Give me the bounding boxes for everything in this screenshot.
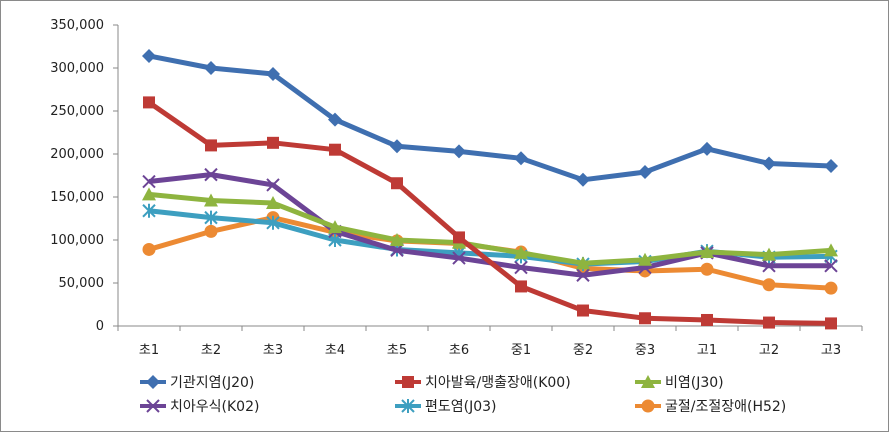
x-tick-label: 초2 [201, 343, 221, 358]
legend-label: 굴절/조절장애(H52) [665, 399, 786, 415]
data-point [515, 280, 527, 293]
data-point [143, 96, 155, 109]
data-point [329, 143, 341, 156]
data-point [514, 260, 528, 275]
legend-item: 편도염(J03) [395, 399, 497, 415]
x-tick-label: 초5 [387, 343, 407, 358]
y-tick-label: 50,000 [59, 276, 105, 291]
legend-marker [402, 376, 414, 388]
data-point [204, 224, 218, 238]
data-point [452, 144, 466, 159]
y-tick-label: 0 [96, 319, 104, 334]
data-point [204, 193, 218, 207]
legend-marker [641, 399, 655, 413]
legend-label: 비염(J30) [665, 375, 724, 391]
data-point [204, 210, 218, 225]
series-0 [142, 48, 838, 187]
data-point [763, 316, 775, 329]
data-point [762, 278, 776, 292]
data-point [142, 174, 156, 189]
series-line [147, 100, 832, 326]
data-point [824, 243, 838, 257]
legend-item: 기관지염(J20) [140, 375, 254, 391]
data-point [762, 247, 776, 261]
data-point [700, 245, 714, 259]
data-point [452, 251, 466, 265]
x-tick-label: 초3 [263, 343, 283, 358]
data-point [390, 233, 404, 246]
y-tick-label: 300,000 [50, 61, 104, 76]
data-point [391, 177, 403, 190]
x-tick-label: 중1 [511, 343, 531, 358]
data-point [266, 178, 280, 192]
data-point [762, 259, 776, 273]
data-point [639, 312, 651, 325]
legend-item: 굴절/조절장애(H52) [635, 399, 786, 415]
data-point [824, 281, 838, 295]
data-point [576, 172, 590, 187]
data-point [825, 317, 837, 330]
data-point [576, 256, 590, 270]
data-point [638, 165, 652, 180]
x-tick-label: 고3 [821, 343, 841, 358]
x-tick-label: 초1 [139, 343, 159, 358]
y-tick-label: 150,000 [50, 190, 104, 205]
data-point [701, 313, 713, 326]
data-point [390, 139, 404, 154]
data-point [328, 220, 342, 234]
series-2 [142, 187, 838, 270]
y-tick-label: 200,000 [50, 147, 104, 162]
y-tick-label: 250,000 [50, 104, 104, 119]
data-point [142, 187, 156, 201]
legend-label: 치아우식(K02) [170, 399, 259, 415]
data-point [514, 151, 528, 166]
data-point [390, 243, 404, 258]
data-point [142, 48, 156, 63]
legend-item: 치아발육/맹출장애(K00) [395, 375, 571, 391]
legend-marker [146, 399, 160, 413]
data-point [576, 268, 590, 282]
data-point [514, 245, 528, 259]
data-point [204, 167, 218, 182]
data-point [142, 203, 156, 218]
x-tick-label: 초4 [325, 343, 345, 358]
legend-item: 치아우식(K02) [140, 399, 259, 415]
legend-marker [401, 399, 415, 413]
legend-label: 치아발육/맹출장애(K00) [425, 375, 571, 391]
data-point [824, 259, 838, 273]
data-point [700, 141, 714, 156]
data-point [328, 112, 342, 127]
data-point [267, 136, 279, 149]
data-point [824, 159, 838, 174]
x-tick-label: 초6 [449, 343, 469, 358]
legend-label: 기관지염(J20) [170, 375, 254, 391]
series-line [148, 191, 832, 266]
data-point [453, 231, 465, 244]
data-point [638, 252, 652, 266]
data-point [577, 304, 589, 317]
data-point [266, 215, 280, 230]
x-tick-label: 중2 [573, 343, 593, 358]
x-tick-label: 고2 [759, 343, 779, 358]
data-point [266, 67, 280, 82]
x-tick-label: 중3 [635, 343, 655, 358]
legend-marker [146, 375, 160, 389]
y-tick-label: 100,000 [50, 233, 104, 248]
legend-label: 편도염(J03) [425, 399, 497, 415]
series-line [148, 53, 832, 183]
legend-item: 비염(J30) [635, 375, 724, 391]
data-point [700, 262, 714, 276]
data-point [762, 156, 776, 171]
y-tick-label: 350,000 [50, 18, 104, 33]
data-point [205, 139, 217, 152]
data-point [204, 61, 218, 75]
x-tick-label: 고1 [697, 343, 717, 358]
series-1 [143, 96, 837, 330]
legend-marker [641, 375, 655, 388]
data-point [266, 196, 280, 210]
data-point [142, 242, 156, 256]
